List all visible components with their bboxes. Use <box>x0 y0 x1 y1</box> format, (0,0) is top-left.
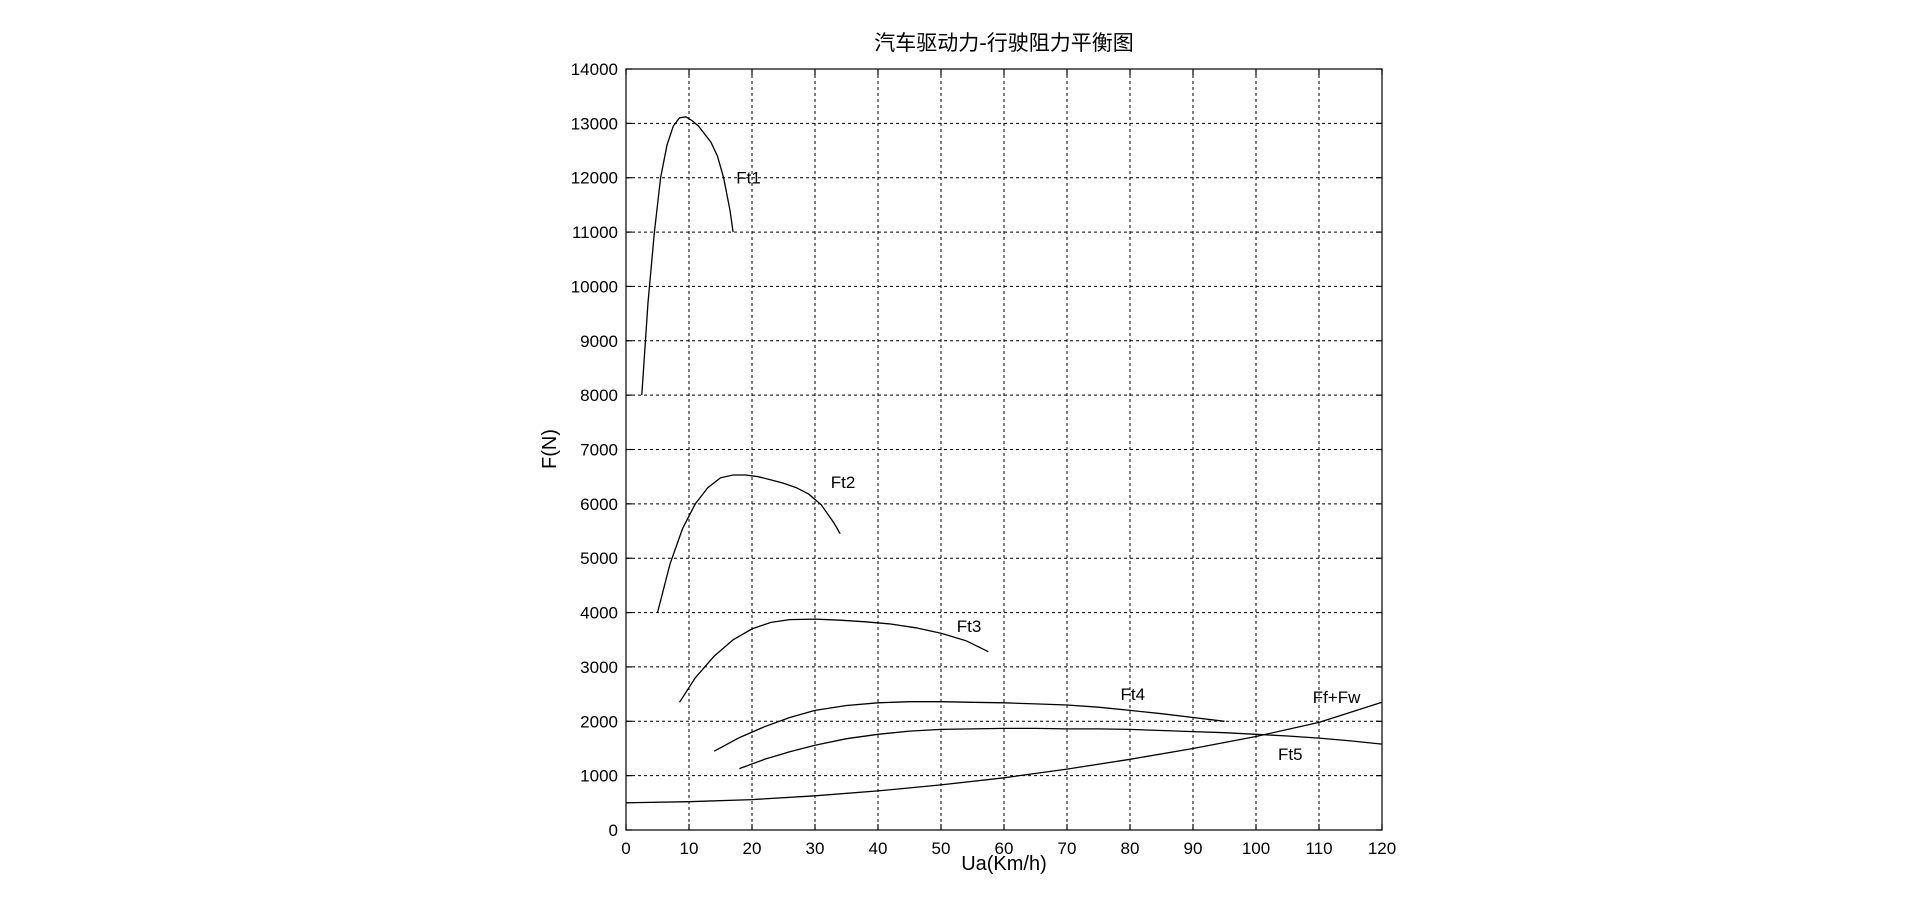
x-tick-label: 90 <box>1184 839 1203 858</box>
y-tick-label: 13000 <box>571 114 618 133</box>
y-tick-label: 4000 <box>580 604 618 623</box>
series-line-ft1 <box>641 116 734 396</box>
x-tick-label: 20 <box>743 839 762 858</box>
series-line-ft2 <box>656 474 841 613</box>
x-tick-label: 0 <box>621 839 630 858</box>
y-tick-label: 5000 <box>580 549 618 568</box>
y-tick-label: 10000 <box>571 277 618 296</box>
y-tick-label: 2000 <box>580 712 618 731</box>
x-tick-label: 100 <box>1242 839 1270 858</box>
series-label-ff-fw: Ff+Fw <box>1313 688 1361 707</box>
y-tick-label: 7000 <box>580 441 618 460</box>
x-tick-label: 80 <box>1121 839 1140 858</box>
series-labels: Ft1 Ft2 Ft3 Ft4 Ft5 Ff+Fw <box>736 169 1361 764</box>
y-axis-label: F(N) <box>539 429 561 469</box>
x-tick-label: 30 <box>806 839 825 858</box>
y-tick-label: 12000 <box>571 169 618 188</box>
x-tick-label: 50 <box>932 839 951 858</box>
y-tick-label: 6000 <box>580 495 618 514</box>
series-line-ff-fw <box>625 701 1383 804</box>
x-axis-label: Ua(Km/h) <box>961 853 1047 875</box>
y-tick-label: 9000 <box>580 332 618 351</box>
x-tick-label: 120 <box>1368 839 1396 858</box>
series-label-ft5: Ft5 <box>1278 745 1303 764</box>
series-line-ft3 <box>678 618 989 703</box>
chart-title: 汽车驱动力-行驶阻力平衡图 <box>874 31 1134 55</box>
grid-lines <box>626 69 1382 830</box>
x-tick-label: 40 <box>869 839 888 858</box>
y-tick-label: 14000 <box>571 60 618 79</box>
x-tick-labels: 0 10 20 30 40 50 60 70 80 90 100 110 120 <box>621 839 1396 858</box>
y-tick-label: 8000 <box>580 386 618 405</box>
series-line-ft4 <box>713 701 1225 752</box>
series-label-ft2: Ft2 <box>831 473 856 492</box>
x-tick-label: 110 <box>1305 839 1332 858</box>
x-tick-label: 70 <box>1058 839 1077 858</box>
series-label-ft3: Ft3 <box>957 617 982 636</box>
x-tick-label: 10 <box>680 839 699 858</box>
series-label-ft4: Ft4 <box>1121 685 1146 704</box>
y-tick-labels: 0 1000 2000 3000 4000 5000 6000 7000 8000 9000 100… <box>571 60 618 840</box>
y-tick-label: 1000 <box>580 767 618 786</box>
y-tick-label: 3000 <box>580 658 618 677</box>
axis-ticks <box>625 68 1383 831</box>
x-tick-label: 60 <box>995 839 1014 858</box>
y-tick-label: 11000 <box>572 223 618 242</box>
series-label-ft1: Ft1 <box>736 169 761 188</box>
y-tick-label: 0 <box>609 821 618 840</box>
series-line-ft5 <box>739 727 1383 770</box>
series-lines <box>625 116 1383 804</box>
